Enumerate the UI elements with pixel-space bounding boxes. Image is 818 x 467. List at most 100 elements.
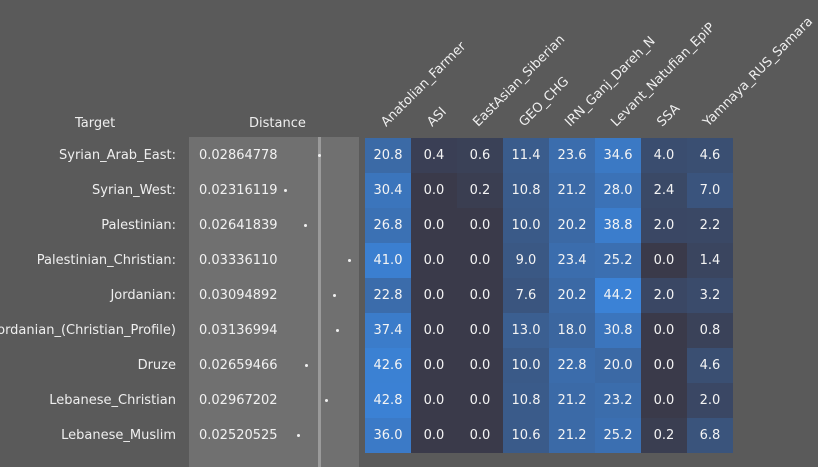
component-value-cell: 20.2 [549,208,595,243]
component-value-cell: 2.2 [687,208,733,243]
row-distance-value: 0.03336110 [199,253,278,268]
component-value-cell: 13.0 [503,313,549,348]
component-value-cell: 0.0 [457,208,503,243]
distance-marker [318,154,322,157]
distance-marker [296,434,300,437]
row-distance-value: 0.02641839 [199,218,278,233]
column-header[interactable]: SSA [654,101,684,130]
row-target-label: Jordanian: [110,288,176,303]
distance-marker [305,364,309,367]
table-row[interactable]: Lebanese_Christian 0.02967202 42.8 0.0 0.0 10… [0,383,818,418]
distance-panel [189,137,359,467]
component-value-cell: 38.8 [595,208,641,243]
component-value-cell: 0.0 [457,418,503,453]
distance-header: Distance [249,116,306,131]
distance-marker [348,259,352,262]
row-target-label: Syrian_West: [92,183,176,198]
column-header[interactable]: ASI [424,104,450,130]
row-target-label: Syrian_Arab_East: [59,148,176,163]
distance-marker [324,399,328,402]
component-value-cell: 44.2 [595,278,641,313]
row-distance-value: 0.02316119 [199,183,278,198]
component-value-cell: 6.8 [687,418,733,453]
component-value-cell: 7.0 [687,173,733,208]
component-value-cell: 11.4 [503,138,549,173]
component-value-cell: 9.0 [503,243,549,278]
component-value-cell: 0.0 [641,243,687,278]
component-value-cell: 0.8 [687,313,733,348]
component-value-cell: 0.0 [457,243,503,278]
component-value-cell: 0.0 [411,348,457,383]
component-value-cell: 25.2 [595,418,641,453]
component-value-cell: 10.0 [503,348,549,383]
component-value-cell: 20.2 [549,278,595,313]
table-row[interactable]: Syrian_Arab_East: 0.02864778 20.8 0.4 0.6 11.… [0,138,818,173]
component-value-cell: 34.6 [595,138,641,173]
component-value-cell: 0.0 [411,208,457,243]
distance-marker [335,329,339,332]
row-distance-value: 0.02967202 [199,393,278,408]
distance-divider [318,137,321,467]
component-value-cell: 0.0 [641,313,687,348]
component-value-cell: 0.0 [411,173,457,208]
component-value-cell: 20.8 [365,138,411,173]
component-value-cell: 20.0 [595,348,641,383]
table-row[interactable]: Palestinian: 0.02641839 26.8 0.0 0.0 10.0 20.2… [0,208,818,243]
component-value-cell: 0.0 [411,313,457,348]
component-value-cell: 0.0 [457,348,503,383]
table-row[interactable]: Syrian_West: 0.02316119 30.4 0.0 0.2 10.8 21.2… [0,173,818,208]
target-header: Target [75,116,116,131]
table-row[interactable]: Lebanese_Muslim 0.02520525 36.0 0.0 0.0 10.6 2… [0,418,818,453]
component-value-cell: 0.0 [411,243,457,278]
row-target-label: Druze [137,358,176,373]
component-value-cell: 36.0 [365,418,411,453]
row-target-label: Palestinian_Christian: [36,253,176,268]
component-value-cell: 4.6 [687,348,733,383]
component-value-cell: 37.4 [365,313,411,348]
component-value-cell: 0.0 [411,383,457,418]
component-value-cell: 4.0 [641,138,687,173]
row-distance-value: 0.03136994 [199,323,278,338]
distance-marker [283,189,287,192]
table-row[interactable]: Palestinian_Christian: 0.03336110 41.0 0.0 0… [0,243,818,278]
component-value-cell: 0.4 [411,138,457,173]
component-value-cell: 2.0 [687,383,733,418]
component-value-cell: 42.6 [365,348,411,383]
distance-marker [333,294,336,297]
component-value-cell: 41.0 [365,243,411,278]
component-value-cell: 0.0 [457,383,503,418]
component-value-cell: 23.2 [595,383,641,418]
component-value-cell: 21.2 [549,383,595,418]
component-value-cell: 3.2 [687,278,733,313]
column-header[interactable]: Anatolian_Farmer [378,39,470,131]
component-value-cell: 21.2 [549,418,595,453]
component-value-cell: 23.6 [549,138,595,173]
component-value-cell: 2.0 [641,208,687,243]
table-row[interactable]: Jordanian: 0.03094892 22.8 0.0 0.0 7.6 20.2 44.… [0,278,818,313]
component-value-cell: 42.8 [365,383,411,418]
component-value-cell: 22.8 [365,278,411,313]
component-value-cell: 21.2 [549,173,595,208]
component-value-cell: 0.0 [457,313,503,348]
table-row[interactable]: Jordanian_(Christian_Profile) 0.03136994 3… [0,313,818,348]
component-value-cell: 25.2 [595,243,641,278]
component-value-cell: 10.8 [503,383,549,418]
component-value-cell: 30.8 [595,313,641,348]
component-value-cell: 10.0 [503,208,549,243]
column-header[interactable]: Yamnaya_RUS_Samara [700,14,817,131]
component-value-cell: 30.4 [365,173,411,208]
component-value-cell: 2.4 [641,173,687,208]
row-distance-value: 0.02864778 [199,148,278,163]
row-target-label: Jordanian_(Christian_Profile) [0,323,176,338]
component-value-cell: 1.4 [687,243,733,278]
component-value-cell: 22.8 [549,348,595,383]
row-target-label: Palestinian: [101,218,176,233]
component-value-cell: 2.0 [641,278,687,313]
row-distance-value: 0.02520525 [199,428,278,443]
distance-marker [304,224,308,227]
component-value-cell: 26.8 [365,208,411,243]
component-value-cell: 0.0 [411,278,457,313]
component-value-cell: 18.0 [549,313,595,348]
component-value-cell: 7.6 [503,278,549,313]
table-row[interactable]: Druze 0.02659466 42.6 0.0 0.0 10.0 22.8 20.0 0.0… [0,348,818,383]
